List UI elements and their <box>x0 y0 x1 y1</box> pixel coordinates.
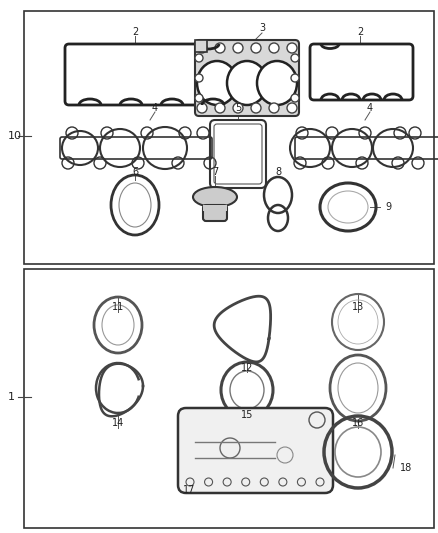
Text: 2: 2 <box>357 27 363 37</box>
Circle shape <box>269 43 279 53</box>
Text: 1: 1 <box>8 392 15 402</box>
Text: 6: 6 <box>132 167 138 177</box>
Text: 3: 3 <box>259 23 265 33</box>
Text: 15: 15 <box>241 410 253 420</box>
Circle shape <box>233 43 243 53</box>
Text: 16: 16 <box>352 418 364 428</box>
FancyBboxPatch shape <box>178 408 333 493</box>
Text: 4: 4 <box>367 103 373 113</box>
Circle shape <box>287 103 297 113</box>
Circle shape <box>291 74 299 82</box>
Text: 7: 7 <box>212 167 218 177</box>
FancyBboxPatch shape <box>203 205 227 221</box>
Circle shape <box>287 43 297 53</box>
Circle shape <box>291 54 299 62</box>
Circle shape <box>233 103 243 113</box>
Circle shape <box>269 103 279 113</box>
Bar <box>203 205 227 211</box>
Text: 10: 10 <box>8 131 22 141</box>
Circle shape <box>215 43 225 53</box>
Text: 17: 17 <box>183 485 195 495</box>
Text: 2: 2 <box>132 27 138 37</box>
Text: 13: 13 <box>352 302 364 312</box>
Circle shape <box>251 103 261 113</box>
Text: 9: 9 <box>385 202 391 212</box>
Ellipse shape <box>193 187 237 207</box>
Text: 18: 18 <box>400 463 412 473</box>
Circle shape <box>291 94 299 102</box>
Circle shape <box>197 43 207 53</box>
Circle shape <box>195 94 203 102</box>
Circle shape <box>251 43 261 53</box>
Circle shape <box>195 54 203 62</box>
Bar <box>24 11 434 264</box>
FancyBboxPatch shape <box>195 40 299 116</box>
Text: 8: 8 <box>275 167 281 177</box>
Ellipse shape <box>227 61 267 105</box>
Bar <box>24 269 434 528</box>
Text: 4: 4 <box>152 103 158 113</box>
Circle shape <box>215 103 225 113</box>
Text: 5: 5 <box>235 103 241 113</box>
Ellipse shape <box>257 61 297 105</box>
Circle shape <box>195 74 203 82</box>
Bar <box>195 40 207 52</box>
Circle shape <box>197 103 207 113</box>
Bar <box>60 137 215 159</box>
Text: 12: 12 <box>241 363 253 373</box>
Circle shape <box>309 412 325 428</box>
Text: 14: 14 <box>112 418 124 428</box>
Text: 11: 11 <box>112 302 124 312</box>
Ellipse shape <box>197 61 237 105</box>
